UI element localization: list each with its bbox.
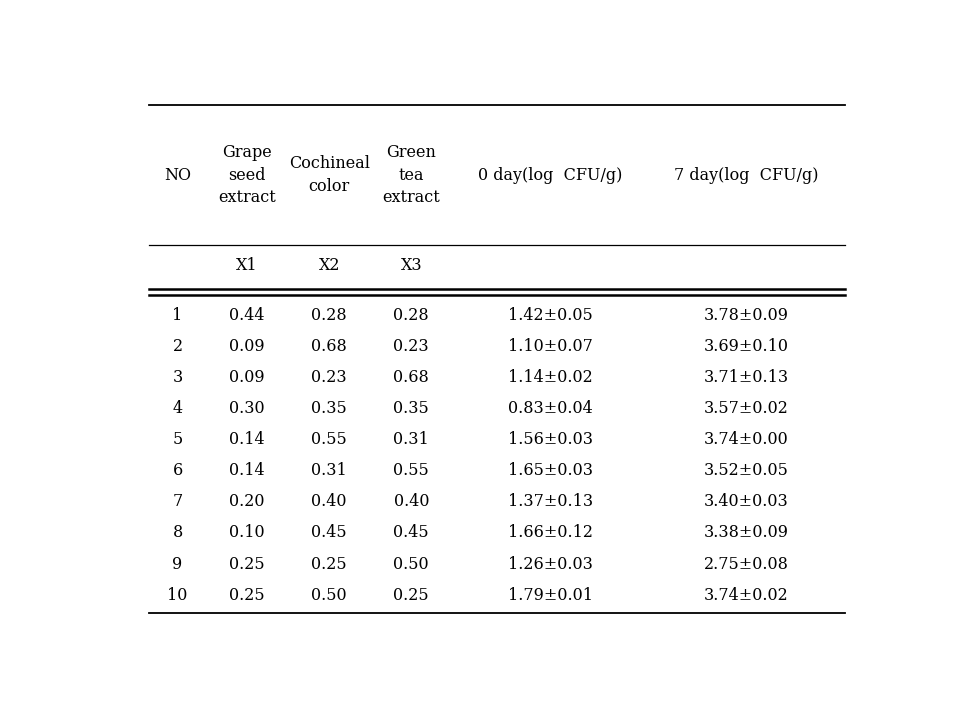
- Text: 8: 8: [173, 525, 182, 541]
- Text: 1.66±0.12: 1.66±0.12: [508, 525, 593, 541]
- Text: 5: 5: [173, 432, 182, 448]
- Text: 0.25: 0.25: [229, 556, 265, 572]
- Text: 0.25: 0.25: [393, 587, 429, 604]
- Text: 0.50: 0.50: [311, 587, 347, 604]
- Text: 0.40: 0.40: [311, 493, 347, 511]
- Text: 2.75±0.08: 2.75±0.08: [704, 556, 789, 572]
- Text: 0.09: 0.09: [229, 369, 265, 386]
- Text: 3.52±0.05: 3.52±0.05: [704, 462, 789, 480]
- Text: 0.68: 0.68: [393, 369, 429, 386]
- Text: 6: 6: [173, 462, 182, 480]
- Text: 1.26±0.03: 1.26±0.03: [508, 556, 593, 572]
- Text: 0.20: 0.20: [229, 493, 265, 511]
- Text: 0.31: 0.31: [393, 432, 429, 448]
- Text: Grape
seed
extract: Grape seed extract: [218, 144, 276, 206]
- Text: 0.28: 0.28: [311, 308, 347, 324]
- Text: 0.23: 0.23: [393, 338, 429, 356]
- Text: 3.71±0.13: 3.71±0.13: [704, 369, 789, 386]
- Text: 1.56±0.03: 1.56±0.03: [508, 432, 593, 448]
- Text: X2: X2: [318, 257, 340, 274]
- Text: 0.55: 0.55: [393, 462, 429, 480]
- Text: 0.31: 0.31: [311, 462, 347, 480]
- Text: 0.40: 0.40: [393, 493, 429, 511]
- Text: 0.45: 0.45: [311, 525, 347, 541]
- Text: 1: 1: [173, 308, 182, 324]
- Text: 0.09: 0.09: [229, 338, 265, 356]
- Text: 9: 9: [173, 556, 182, 572]
- Text: 0.10: 0.10: [229, 525, 265, 541]
- Text: 0.23: 0.23: [311, 369, 347, 386]
- Text: 3.38±0.09: 3.38±0.09: [704, 525, 789, 541]
- Text: 1.79±0.01: 1.79±0.01: [508, 587, 593, 604]
- Text: 7: 7: [173, 493, 182, 511]
- Text: 1.10±0.07: 1.10±0.07: [508, 338, 593, 356]
- Text: 3.78±0.09: 3.78±0.09: [704, 308, 789, 324]
- Text: 0.35: 0.35: [393, 400, 429, 417]
- Text: 4: 4: [173, 400, 182, 417]
- Text: 3.40±0.03: 3.40±0.03: [704, 493, 789, 511]
- Text: 0.44: 0.44: [229, 308, 265, 324]
- Text: 10: 10: [167, 587, 188, 604]
- Text: 0.55: 0.55: [311, 432, 347, 448]
- Text: 1.42±0.05: 1.42±0.05: [508, 308, 593, 324]
- Text: 0.45: 0.45: [393, 525, 429, 541]
- Text: 3.57±0.02: 3.57±0.02: [704, 400, 789, 417]
- Text: 0.14: 0.14: [229, 432, 265, 448]
- Text: 7 day(log  CFU/g): 7 day(log CFU/g): [674, 166, 818, 184]
- Text: 0.68: 0.68: [311, 338, 347, 356]
- Text: 1.37±0.13: 1.37±0.13: [508, 493, 593, 511]
- Text: 3.74±0.02: 3.74±0.02: [704, 587, 789, 604]
- Text: 1.65±0.03: 1.65±0.03: [508, 462, 593, 480]
- Text: 0.14: 0.14: [229, 462, 265, 480]
- Text: 3.69±0.10: 3.69±0.10: [704, 338, 789, 356]
- Text: NO: NO: [164, 166, 191, 184]
- Text: Cochineal
color: Cochineal color: [288, 156, 370, 194]
- Text: 3: 3: [173, 369, 182, 386]
- Text: 0.50: 0.50: [393, 556, 429, 572]
- Text: 2: 2: [173, 338, 182, 356]
- Text: 0.28: 0.28: [393, 308, 429, 324]
- Text: X3: X3: [400, 257, 422, 274]
- Text: 0.25: 0.25: [311, 556, 347, 572]
- Text: 0.25: 0.25: [229, 587, 265, 604]
- Text: 0.30: 0.30: [229, 400, 265, 417]
- Text: 0.35: 0.35: [311, 400, 347, 417]
- Text: X1: X1: [236, 257, 258, 274]
- Text: 0.83±0.04: 0.83±0.04: [508, 400, 593, 417]
- Text: Green
tea
extract: Green tea extract: [382, 144, 440, 206]
- Text: 0 day(log  CFU/g): 0 day(log CFU/g): [478, 166, 623, 184]
- Text: 3.74±0.00: 3.74±0.00: [704, 432, 789, 448]
- Text: 1.14±0.02: 1.14±0.02: [508, 369, 593, 386]
